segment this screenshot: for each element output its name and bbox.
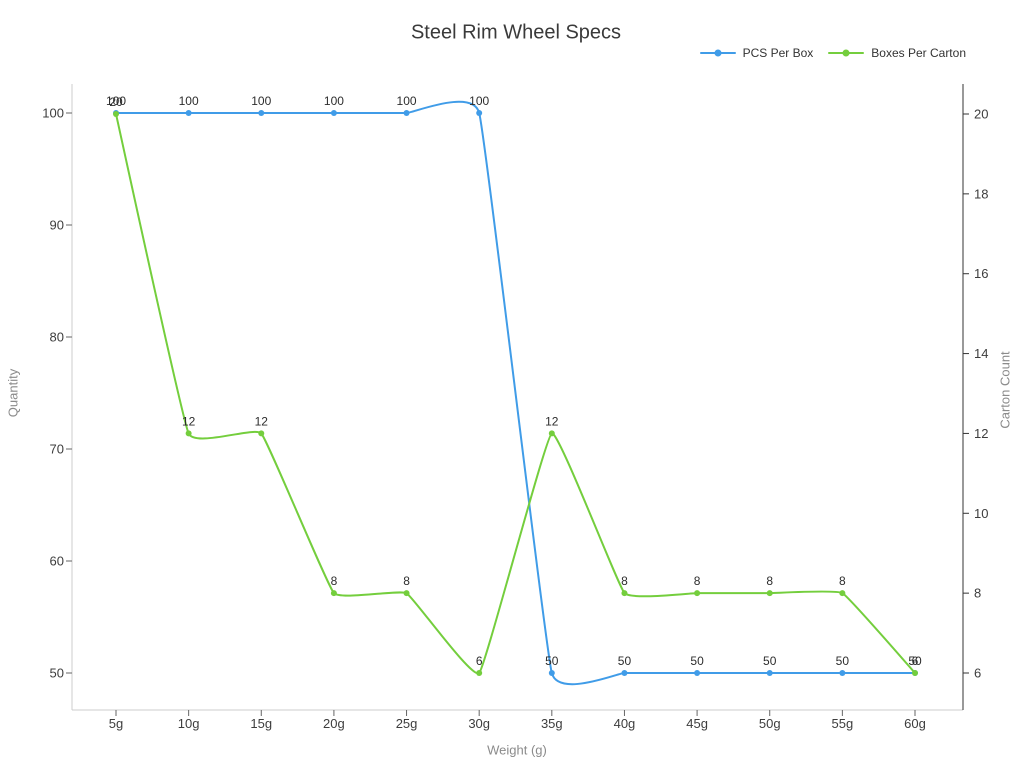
x-tick-label: 60g [904, 716, 926, 731]
data-point-marker[interactable] [548, 670, 555, 676]
data-point-marker[interactable] [548, 430, 555, 437]
data-point-marker[interactable] [839, 670, 846, 676]
y-left-tick-label: 100 [42, 106, 64, 121]
data-point-label: 50 [690, 654, 704, 668]
x-tick-label: 20g [323, 716, 345, 731]
data-point-marker[interactable] [766, 590, 773, 597]
data-point-label: 8 [694, 574, 701, 588]
data-point-label: 100 [397, 94, 417, 108]
y-right-tick-label: 18 [974, 186, 988, 201]
x-tick-label: 10g [178, 716, 200, 731]
data-point-marker[interactable] [403, 110, 410, 116]
y-left-tick-label: 50 [50, 666, 64, 681]
data-point-marker[interactable] [113, 110, 119, 117]
data-point-marker[interactable] [185, 110, 192, 116]
data-point-marker[interactable] [766, 670, 773, 676]
data-point-label: 50 [908, 654, 922, 668]
data-point-marker[interactable] [694, 670, 701, 676]
data-point-label: 12 [255, 414, 269, 428]
x-tick-label: 30g [468, 716, 490, 731]
y-axis-title-left: Quantity [5, 368, 21, 418]
data-point-marker[interactable] [258, 430, 265, 437]
y-left-tick-label: 60 [50, 554, 64, 569]
data-point-label: 100 [106, 94, 126, 108]
x-tick-label: 40g [614, 716, 636, 731]
data-point-marker[interactable] [476, 110, 483, 116]
y-right-tick-label: 14 [974, 346, 988, 361]
data-point-marker[interactable] [403, 590, 410, 597]
legend-item-boxes-per-carton[interactable]: Boxes Per Carton [828, 46, 966, 60]
data-point-label: 20 [109, 95, 123, 109]
y-left-tick-label: 80 [50, 330, 64, 345]
data-point-label: 100 [179, 94, 199, 108]
x-tick-label: 50g [759, 716, 781, 731]
x-tick-label: 15g [250, 716, 272, 731]
series-line-0 [115, 100, 916, 686]
data-point-label: 8 [839, 574, 846, 588]
legend-item-pcs-per-box[interactable]: PCS Per Box [699, 46, 814, 60]
x-tick-label: 5g [109, 716, 123, 731]
data-point-label: 12 [182, 414, 196, 428]
legend-line-marker-icon-green [828, 49, 865, 57]
data-point-label: 100 [469, 94, 489, 108]
x-tick-label: 55g [832, 716, 854, 731]
x-tick-label: 25g [396, 716, 418, 731]
data-point-label: 8 [331, 574, 338, 588]
data-point-marker[interactable] [330, 590, 337, 597]
data-point-marker[interactable] [258, 110, 265, 116]
y-left-tick-label: 70 [50, 442, 64, 457]
y-right-tick-label: 8 [974, 586, 981, 601]
x-tick-label: 45g [686, 716, 708, 731]
legend-label-pcs-per-box: PCS Per Box [742, 46, 814, 60]
x-axis-title: Weight (g) [487, 742, 547, 758]
data-point-marker[interactable] [621, 590, 628, 597]
y-right-tick-label: 10 [974, 506, 988, 521]
data-point-marker[interactable] [476, 670, 483, 676]
data-point-label: 8 [766, 574, 773, 588]
y-right-tick-label: 20 [974, 106, 988, 121]
chart-title: Steel Rim Wheel Specs [410, 21, 622, 44]
x-tick-label: 35g [541, 716, 563, 731]
data-point-marker[interactable] [839, 590, 846, 597]
data-point-marker[interactable] [694, 590, 701, 597]
data-point-label: 50 [545, 654, 559, 668]
data-point-label: 100 [251, 94, 271, 108]
data-point-label: 6 [476, 654, 483, 668]
y-axis-title-right: Carton Count [997, 351, 1013, 429]
data-point-label: 100 [324, 94, 344, 108]
data-point-label: 50 [618, 654, 632, 668]
y-left-tick-label: 90 [50, 218, 64, 233]
data-point-marker[interactable] [330, 110, 337, 116]
y-right-tick-label: 16 [974, 266, 988, 281]
data-point-marker[interactable] [621, 670, 628, 676]
data-point-marker[interactable] [185, 430, 192, 437]
legend: PCS Per Box Boxes Per Carton [699, 46, 966, 60]
data-point-label: 8 [403, 574, 410, 588]
data-point-label: 6 [912, 654, 919, 668]
legend-label-boxes-per-carton: Boxes Per Carton [871, 46, 966, 60]
data-point-label: 8 [621, 574, 628, 588]
y-right-tick-label: 6 [974, 666, 981, 681]
y-right-tick-label: 12 [974, 426, 988, 441]
data-point-label: 12 [545, 414, 559, 428]
data-point-label: 50 [763, 654, 777, 668]
data-point-marker[interactable] [911, 670, 918, 676]
legend-line-marker-icon-blue [699, 49, 736, 57]
data-point-label: 50 [836, 654, 850, 668]
